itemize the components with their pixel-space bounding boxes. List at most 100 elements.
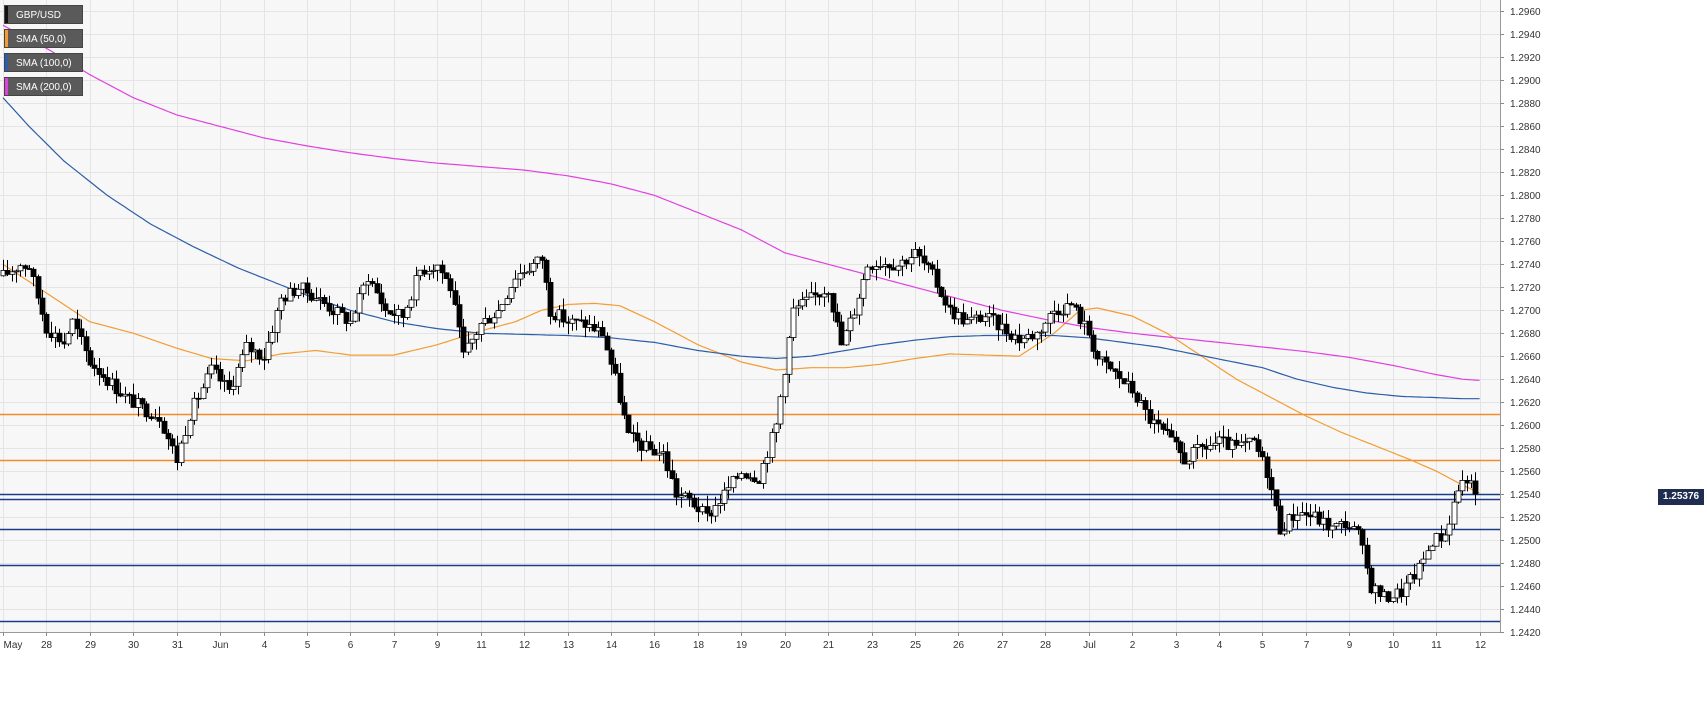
candle-body	[74, 318, 81, 330]
candle-body	[968, 316, 975, 321]
x-tick-label: 10	[1388, 640, 1400, 651]
candle-body	[673, 478, 680, 498]
candle-body	[269, 332, 276, 343]
candle-body	[1251, 437, 1258, 441]
candle-body	[764, 457, 771, 464]
y-tick-label: 1.2520	[1510, 513, 1541, 524]
candle-body	[521, 272, 528, 275]
candle-body	[1177, 441, 1184, 454]
candle-body	[656, 452, 663, 456]
y-axis: 1.2960 1.2940 1.2920 1.2900 1.2880 1.2860 1.28…	[1500, 0, 1541, 639]
sma-line	[2, 24, 1480, 381]
candle-body	[1411, 574, 1418, 580]
x-tick-label: 18	[693, 640, 705, 651]
x-tick-label: 11	[1431, 640, 1442, 651]
candle-body	[743, 473, 750, 479]
x-tick-label: 27	[997, 640, 1009, 651]
candle-body	[1364, 544, 1371, 569]
candle-body	[452, 290, 459, 305]
candle-body	[1081, 320, 1088, 325]
x-axis: May 28 29 30 31 Jun 4 5 6 7 9 11 12 13 14 16 18 19 20 21 23 2…	[0, 632, 1500, 651]
candle-body	[499, 303, 506, 311]
candle-body	[782, 373, 789, 398]
candle-body	[864, 266, 871, 280]
candle-body	[856, 297, 863, 316]
x-tick-label: May	[4, 640, 23, 651]
x-tick-label: 12	[519, 640, 531, 651]
candle-body	[1107, 361, 1114, 370]
candle-body	[1273, 489, 1280, 507]
candle-body	[1372, 585, 1379, 594]
legend-item-sma50[interactable]: SMA (50,0)	[4, 29, 83, 48]
legend-item-sma200[interactable]: SMA (200,0)	[4, 77, 83, 96]
candle-body	[1451, 501, 1458, 525]
y-tick-label: 1.2880	[1510, 99, 1541, 110]
legend-item-symbol[interactable]: GBP/USD	[4, 5, 83, 24]
candle-body	[161, 420, 168, 434]
plot-background	[0, 0, 1500, 632]
candle-body	[1255, 439, 1262, 452]
candle-body	[834, 311, 841, 323]
candle-body	[321, 297, 328, 304]
candle-body	[691, 497, 698, 508]
candle-body	[1216, 436, 1223, 444]
candle-body	[347, 320, 354, 324]
candle-body	[617, 372, 624, 403]
candle-body	[1385, 591, 1392, 602]
candle-body	[1073, 304, 1080, 308]
candle-body	[512, 278, 519, 288]
candle-body	[647, 441, 654, 450]
candle-body	[91, 364, 98, 369]
y-tick-label: 1.2820	[1510, 168, 1541, 179]
candle-body	[478, 322, 485, 335]
candle-body	[1021, 337, 1028, 344]
y-tick-label: 1.2620	[1510, 398, 1541, 409]
candle-body	[169, 438, 176, 447]
candle-body	[725, 487, 732, 491]
candle-body	[1086, 320, 1093, 336]
candle-body	[838, 321, 845, 346]
legend: GBP/USD SMA (50,0) SMA (100,0) SMA (200,…	[4, 5, 83, 101]
candle-body	[369, 281, 376, 284]
y-tick-label: 1.2440	[1510, 605, 1541, 616]
candle-body	[1042, 322, 1049, 333]
candles[interactable]	[0, 242, 1479, 606]
y-tick-label: 1.2480	[1510, 559, 1541, 570]
candle-body	[1147, 409, 1154, 424]
candle-body	[22, 265, 29, 269]
candle-body	[530, 262, 537, 272]
horizontal-levels	[0, 413, 1500, 623]
candle-body	[773, 423, 780, 433]
candle-body	[56, 332, 63, 343]
candle-body	[1077, 306, 1084, 325]
x-tick-label: 5	[1260, 640, 1266, 651]
x-tick-label: 21	[823, 640, 835, 651]
candle-body	[278, 297, 285, 311]
candle-body	[1212, 442, 1219, 446]
candle-body	[1377, 585, 1384, 597]
candle-body	[1433, 533, 1440, 547]
candle-body	[1320, 517, 1327, 525]
candle-body	[851, 314, 858, 319]
candle-body	[1303, 512, 1310, 516]
x-tick-label: 3	[1174, 640, 1180, 651]
candle-body	[942, 296, 949, 306]
candle-body	[1325, 517, 1332, 531]
candle-body	[1281, 530, 1288, 535]
candle-body	[200, 387, 207, 399]
candle-body	[1186, 460, 1193, 465]
y-tick-label: 1.2740	[1510, 260, 1541, 271]
legend-item-sma100[interactable]: SMA (100,0)	[4, 53, 83, 72]
candle-body	[569, 318, 576, 324]
candle-body	[730, 476, 737, 489]
candle-body	[413, 275, 420, 301]
candle-body	[1333, 523, 1340, 527]
candle-body	[139, 398, 146, 405]
candle-body	[1142, 400, 1149, 410]
legend-label: SMA (200,0)	[16, 82, 72, 93]
candle-body	[65, 333, 72, 345]
candle-body	[30, 268, 37, 277]
candle-body	[326, 303, 333, 312]
candle-body	[208, 364, 215, 375]
